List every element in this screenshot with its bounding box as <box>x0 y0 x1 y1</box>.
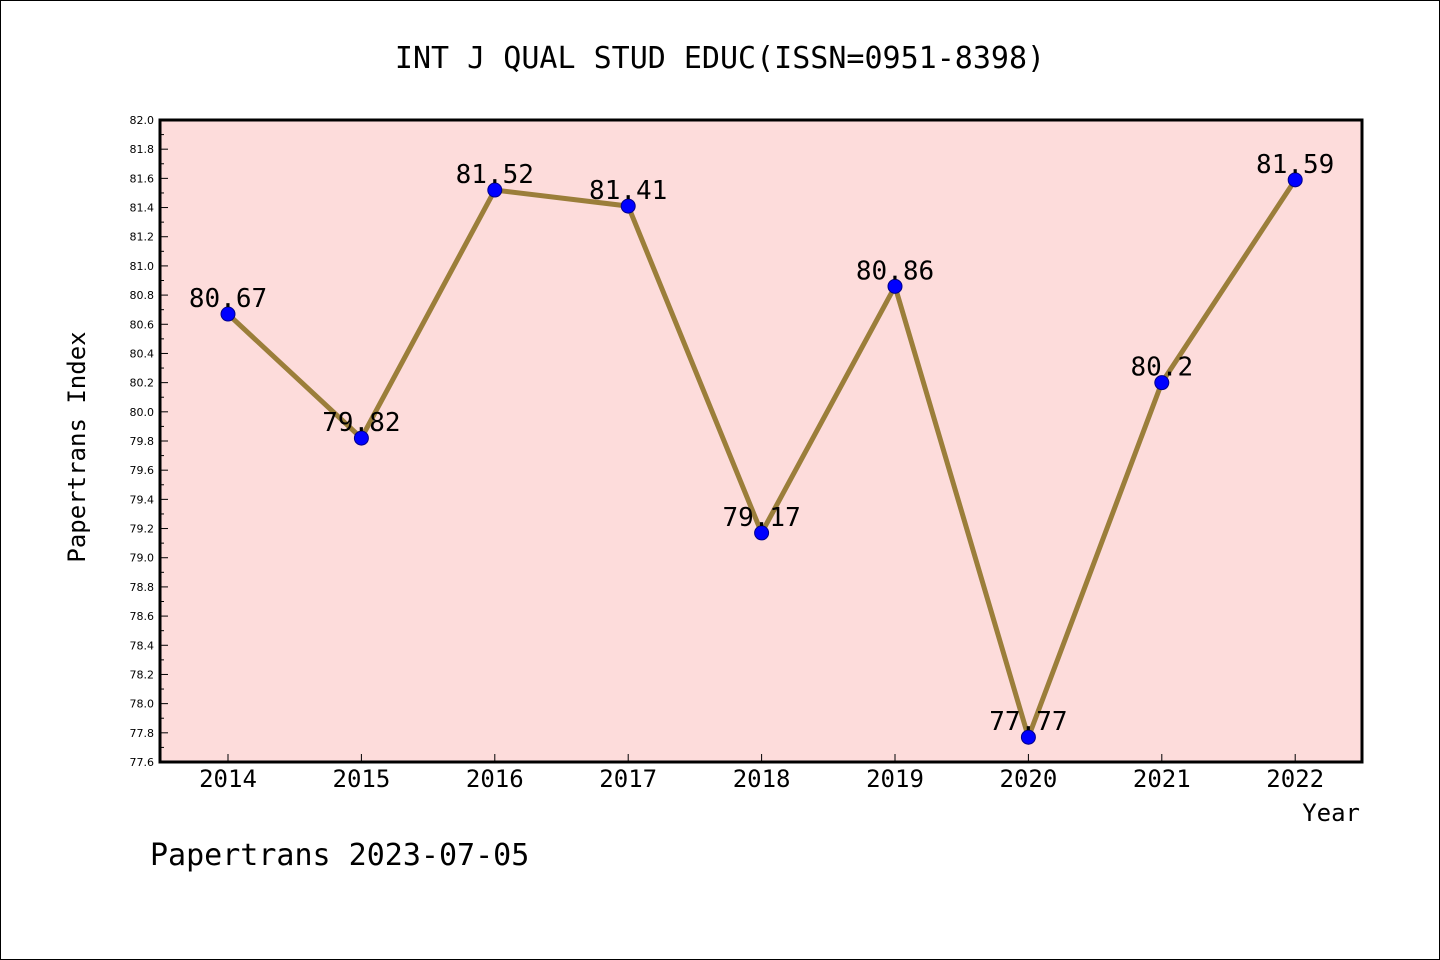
data-labels: 80.67 79.82 81.52 81.41 79.17 80.86 77.77 80.2 8… <box>189 150 1334 737</box>
y-tick-label: 80.2 <box>130 377 155 390</box>
y-tick-label: 78.2 <box>130 668 155 681</box>
data-label: 80.67 <box>189 284 267 314</box>
data-label: 81.41 <box>589 176 667 206</box>
x-tick-label: 2017 <box>599 765 657 793</box>
x-tick-label: 2022 <box>1266 765 1324 793</box>
x-tick-label: 2015 <box>333 765 391 793</box>
y-tick-label: 80.4 <box>130 347 155 360</box>
data-label: 77.77 <box>989 707 1067 737</box>
x-tick-label: 2016 <box>466 765 524 793</box>
y-tick-label: 78.0 <box>130 698 155 711</box>
x-axis-label: Year <box>1302 799 1360 827</box>
data-label: 79.82 <box>322 408 400 438</box>
x-axis: 2014 2015 2016 2017 2018 2019 2020 2021 2022 <box>199 754 1324 793</box>
y-tick-label: 78.4 <box>130 639 155 652</box>
x-tick-label: 2018 <box>733 765 791 793</box>
y-tick-label: 78.8 <box>130 581 155 594</box>
data-label: 80.86 <box>856 256 934 286</box>
y-axis-label: Papertrans Index <box>63 331 91 562</box>
data-label: 81.59 <box>1256 150 1334 180</box>
footer-credit: Papertrans 2023-07-05 <box>150 838 529 873</box>
data-point <box>1154 375 1170 391</box>
x-tick-label: 2021 <box>1133 765 1191 793</box>
y-tick-label: 81.2 <box>130 231 155 244</box>
data-point <box>220 306 236 322</box>
y-tick-label: 80.8 <box>130 289 155 302</box>
plot-area <box>158 118 1364 764</box>
y-tick-label: 79.6 <box>130 464 155 477</box>
data-point <box>754 525 770 541</box>
data-label: 79.17 <box>722 503 800 533</box>
data-point <box>1020 729 1036 745</box>
chart-title: INT J QUAL STUD EDUC(ISSN=0951-8398) <box>395 41 1045 76</box>
y-tick-label: 79.4 <box>130 493 155 506</box>
y-tick-label: 79.8 <box>130 435 155 448</box>
x-tick-label: 2020 <box>1000 765 1058 793</box>
y-tick-label: 81.6 <box>130 172 155 185</box>
y-tick-label: 82.0 <box>130 114 155 127</box>
data-label: 81.52 <box>456 160 534 190</box>
y-tick-label: 79.2 <box>130 523 155 536</box>
y-tick-label: 81.8 <box>130 143 155 156</box>
y-tick-label: 77.6 <box>130 756 155 769</box>
y-tick-label: 79.0 <box>130 552 155 565</box>
data-point <box>1287 172 1303 188</box>
y-tick-label: 80.0 <box>130 406 155 419</box>
x-tick-label: 2019 <box>866 765 924 793</box>
y-axis: 77.6 77.8 78.0 78.2 78.4 78.6 78.8 79.0 79.2 79.4… <box>130 114 168 769</box>
x-tick-label: 2014 <box>199 765 257 793</box>
y-tick-label: 77.8 <box>130 727 155 740</box>
data-label: 80.2 <box>1130 353 1193 383</box>
data-point <box>353 430 369 446</box>
y-tick-label: 81.4 <box>130 202 155 215</box>
y-tick-label: 81.0 <box>130 260 155 273</box>
series-markers <box>220 172 1303 745</box>
y-tick-label: 80.6 <box>130 318 155 331</box>
data-point <box>487 182 503 198</box>
data-point <box>620 198 636 214</box>
y-tick-label: 78.6 <box>130 610 155 623</box>
data-point <box>887 278 903 294</box>
